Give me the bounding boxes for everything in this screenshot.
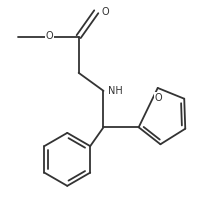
- Text: O: O: [101, 7, 109, 17]
- Text: O: O: [154, 92, 161, 103]
- Text: NH: NH: [108, 86, 122, 96]
- Text: O: O: [46, 31, 53, 41]
